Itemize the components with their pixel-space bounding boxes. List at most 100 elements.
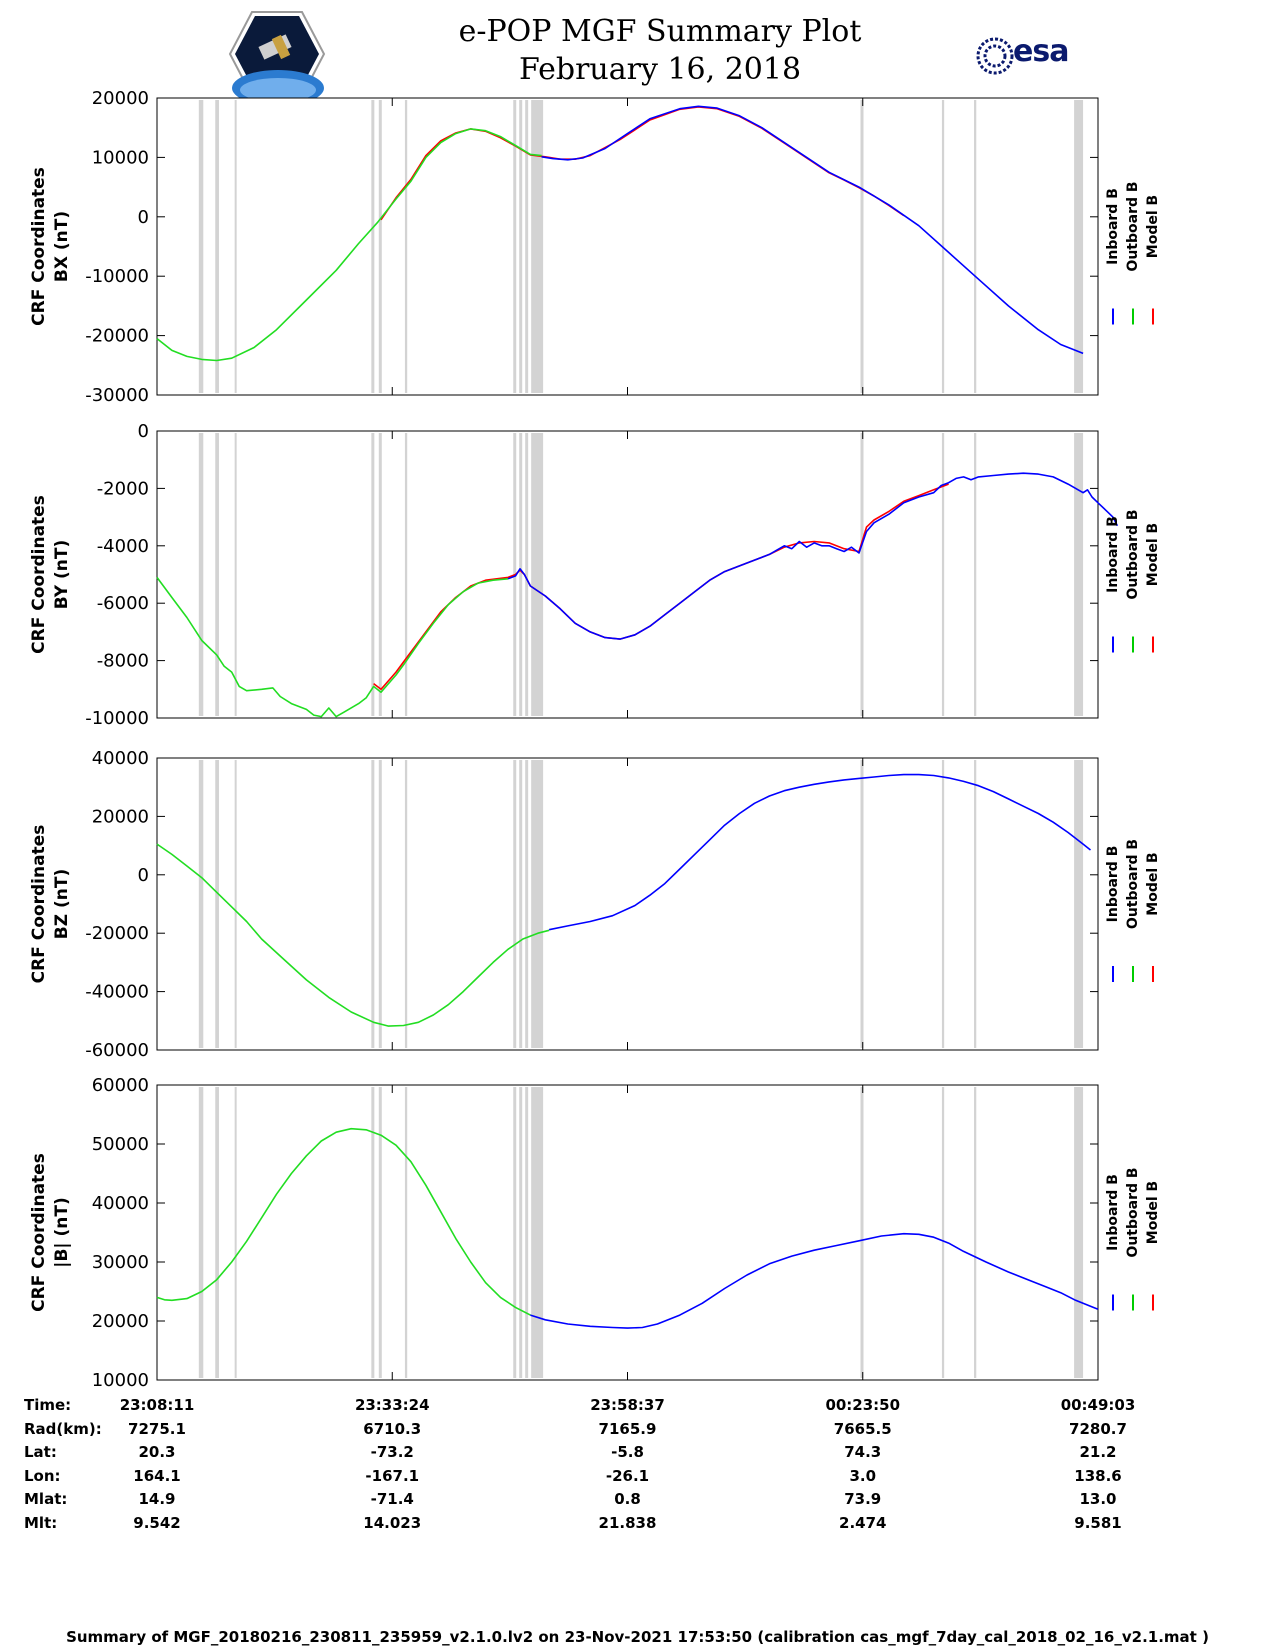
data-gap-band xyxy=(378,760,382,1048)
series-outboard-b xyxy=(156,576,509,718)
legend-label: Model B xyxy=(1145,852,1161,915)
data-gap-band xyxy=(404,433,408,716)
y-tick-label: -4000 xyxy=(97,536,149,557)
y-axis-label-line2: BX (nT) xyxy=(52,211,72,282)
y-axis-label-line2: |B| (nT) xyxy=(52,1197,72,1268)
panel-2: 0 -2000 -4000 -6000 -8000 -10000 CRF Coordinat… xyxy=(29,421,1161,729)
panel-3: 40000 20000 0 -20000 -40000 -60000 CRF Coordin… xyxy=(29,748,1161,1061)
y-tick-label: 60000 xyxy=(92,1075,149,1096)
data-gap-band xyxy=(974,1087,977,1378)
info-cell: 7665.5 xyxy=(833,1419,892,1438)
info-row-label: Mlat: xyxy=(24,1490,68,1509)
legend-label: Inboard B xyxy=(1105,846,1121,923)
plot-frame xyxy=(156,757,1099,1051)
data-gap-band xyxy=(941,433,945,716)
y-tick-label: -60000 xyxy=(85,1040,149,1061)
data-gap-band xyxy=(404,1087,408,1378)
data-gap-band xyxy=(1074,433,1084,716)
legend-label: Inboard B xyxy=(1105,188,1121,265)
y-tick-label: 10000 xyxy=(92,147,149,168)
footer-caption: Summary of MGF_20180216_230811_235959_v2… xyxy=(66,1628,1209,1646)
data-gap-band xyxy=(371,760,375,1048)
info-cell: 2.474 xyxy=(839,1514,887,1532)
data-gap-band xyxy=(371,100,375,393)
info-cell: 23:33:24 xyxy=(354,1396,430,1414)
info-cell: -73.2 xyxy=(370,1443,414,1462)
data-gap-band xyxy=(234,760,237,1048)
y-tick-label: 20000 xyxy=(92,1311,149,1332)
data-gap-band xyxy=(531,1087,544,1378)
info-row-label: Lat: xyxy=(24,1443,57,1462)
info-cell: 0.8 xyxy=(614,1490,641,1509)
data-gap-band xyxy=(215,760,219,1048)
y-tick-label: 40000 xyxy=(92,748,149,769)
y-tick-label: -8000 xyxy=(97,651,149,672)
info-cell: 21.838 xyxy=(598,1514,657,1532)
data-gap-band xyxy=(974,100,977,393)
series-outboard-b xyxy=(156,128,542,362)
y-tick-label: -6000 xyxy=(97,593,149,614)
info-cell: 23:08:11 xyxy=(119,1396,195,1414)
data-gap-band xyxy=(404,760,408,1048)
esa-wordmark: esa xyxy=(1013,34,1069,69)
y-tick-label: -30000 xyxy=(85,385,149,406)
y-tick-label: -20000 xyxy=(85,923,149,944)
series-outboard-b xyxy=(156,843,550,1027)
data-gap-band xyxy=(525,760,529,1048)
info-cell: 73.9 xyxy=(844,1490,882,1509)
info-row-label: Rad(km): xyxy=(24,1419,102,1438)
y-tick-label: -2000 xyxy=(97,478,149,499)
series-inboard-b xyxy=(507,472,1119,640)
y-tick-label: 20000 xyxy=(92,806,149,827)
legend-label: Outboard B xyxy=(1125,181,1141,271)
info-cell: 23:58:37 xyxy=(590,1396,665,1414)
data-gap-band xyxy=(234,433,237,716)
data-gap-band xyxy=(519,433,523,716)
info-cell: 138.6 xyxy=(1074,1466,1122,1485)
data-gap-band xyxy=(513,100,517,393)
legend-label: Model B xyxy=(1145,523,1161,586)
data-gap-band xyxy=(371,433,375,716)
info-cell: 14.023 xyxy=(363,1514,422,1532)
y-axis-label-line2: BY (nT) xyxy=(52,540,72,610)
cassiope-mission-patch-logo xyxy=(228,11,326,98)
data-gap-band xyxy=(974,433,977,716)
data-gap-band xyxy=(404,100,408,393)
info-row-label: Time: xyxy=(24,1396,72,1414)
data-gap-band xyxy=(215,1087,219,1378)
y-tick-label: -40000 xyxy=(85,982,149,1003)
series-inboard-b xyxy=(530,1232,1099,1329)
plot-title: e-POP MGF Summary Plot xyxy=(458,14,862,49)
panel-1: 20000 10000 0 -10000 -20000 -30000 CRF Coordin… xyxy=(29,88,1161,406)
y-tick-label: 0 xyxy=(138,421,149,442)
series-inboard-b xyxy=(541,105,1084,355)
y-tick-label: 0 xyxy=(138,207,149,228)
info-cell: -167.1 xyxy=(365,1466,420,1485)
data-gap-band xyxy=(234,1087,237,1378)
data-gap-band xyxy=(378,1087,382,1378)
y-tick-label: -20000 xyxy=(85,326,149,347)
esa-logo xyxy=(976,37,1014,75)
data-gap-band xyxy=(519,1087,523,1378)
data-gap-band xyxy=(941,1087,945,1378)
y-tick-label: -10000 xyxy=(85,266,149,287)
data-gap-band xyxy=(198,100,204,393)
y-tick-label: 10000 xyxy=(92,1370,149,1391)
legend-label: Inboard B xyxy=(1105,1174,1121,1251)
y-axis-label-line1: CRF Coordinates xyxy=(29,1153,49,1312)
data-gap-band xyxy=(974,760,977,1048)
data-gap-band xyxy=(513,760,517,1048)
legend-label: Model B xyxy=(1145,1181,1161,1244)
y-axis-label-line2: BZ (nT) xyxy=(52,869,72,939)
legend-label: Inboard B xyxy=(1105,516,1121,593)
data-gap-band xyxy=(234,100,237,393)
y-tick-label: 50000 xyxy=(92,1134,149,1155)
info-cell: 3.0 xyxy=(849,1466,877,1485)
data-gap-band xyxy=(525,1087,529,1378)
plot-frame xyxy=(156,97,1099,396)
data-gap-band xyxy=(215,100,219,393)
data-gap-band xyxy=(531,760,544,1048)
data-gap-band xyxy=(941,760,945,1048)
y-tick-label: 20000 xyxy=(92,88,149,109)
